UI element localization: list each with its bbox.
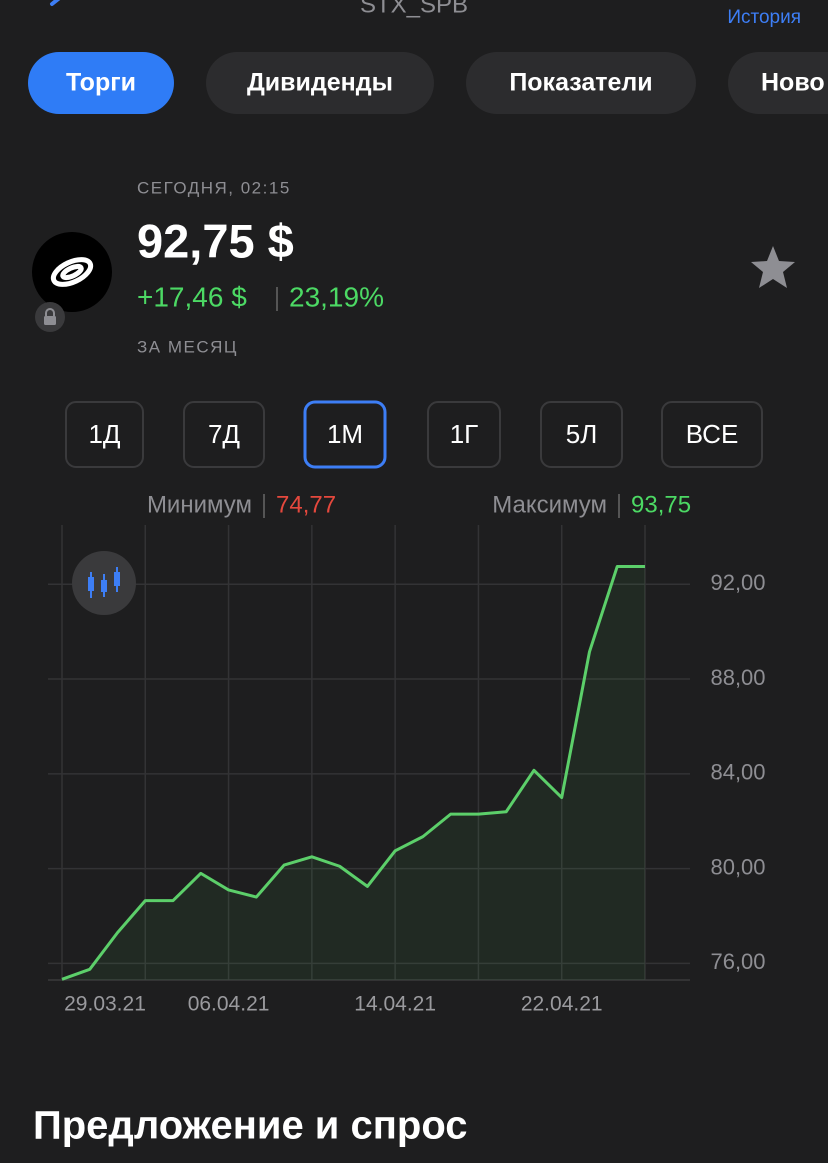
period-label[interactable]: 7Д	[208, 419, 240, 449]
price: 92,75 $	[137, 214, 294, 267]
tab[interactable]	[206, 52, 434, 114]
max-label: Максимум	[492, 491, 607, 518]
period-button[interactable]	[661, 401, 763, 468]
lock-shackle	[45, 308, 55, 316]
x-tick-label: 06.04.21	[188, 993, 270, 1016]
min-value: 74,77	[276, 491, 336, 518]
tab[interactable]	[728, 52, 828, 114]
logo-mark	[50, 257, 94, 287]
y-tick-label: 80,00	[710, 854, 765, 879]
y-tick-label: 76,00	[710, 949, 765, 974]
period-button[interactable]	[540, 401, 623, 468]
tab-label[interactable]: Показатели	[509, 69, 652, 97]
period-label[interactable]: 1М	[327, 419, 363, 449]
change: +17,46 $	[137, 281, 247, 312]
period-button[interactable]	[303, 400, 387, 469]
x-tick-label: 14.04.21	[354, 993, 436, 1016]
tab-label[interactable]: Торги	[66, 69, 136, 97]
period-label[interactable]: 1Г	[450, 419, 479, 449]
area	[62, 566, 645, 980]
header-title: STX_SPB	[360, 0, 468, 18]
y-tick-label: 84,00	[710, 760, 765, 785]
period-note: ЗА МЕСЯЦ	[137, 337, 238, 356]
section-title: Предложение и спрос	[33, 1104, 468, 1148]
y-tick-label: 88,00	[710, 665, 765, 690]
tab-label[interactable]: Дивиденды	[247, 69, 393, 97]
candle-icon-bodies	[88, 572, 120, 592]
period-selector: 1Д 7Д 1М 1Г 5Л ВСЕ	[65, 400, 763, 469]
line	[61, 564, 645, 981]
quote-time: СЕГОДНЯ, 02:15	[137, 178, 291, 197]
max-value: 93,75	[631, 491, 691, 518]
period-button[interactable]	[427, 401, 501, 468]
chart: 76,00 80,00 84,00 88,00 92,00 29.03.21 06.04.2…	[48, 525, 766, 1016]
tab-label[interactable]: Ново	[761, 69, 825, 97]
min-label: Минимум	[147, 491, 252, 518]
change-pct: 23,19%	[289, 281, 384, 312]
period-label[interactable]: ВСЕ	[686, 419, 739, 449]
period-button[interactable]	[183, 401, 265, 468]
favorite-star[interactable]	[751, 246, 795, 288]
history-link[interactable]: История	[727, 7, 801, 28]
chart-type-toggle[interactable]	[72, 551, 136, 615]
period-button[interactable]	[65, 401, 144, 468]
period-label[interactable]: 1Д	[88, 419, 120, 449]
period-label[interactable]: 5Л	[566, 419, 598, 449]
back-arrow[interactable]	[50, 0, 62, 6]
x-tick-label: 29.03.21	[64, 993, 146, 1016]
logo	[32, 232, 112, 312]
tab[interactable]	[466, 52, 696, 114]
tab-active[interactable]	[28, 52, 174, 114]
lock-icon	[44, 316, 56, 325]
y-tick-label: 92,00	[710, 570, 765, 595]
x-tick-label: 22.04.21	[521, 993, 603, 1016]
